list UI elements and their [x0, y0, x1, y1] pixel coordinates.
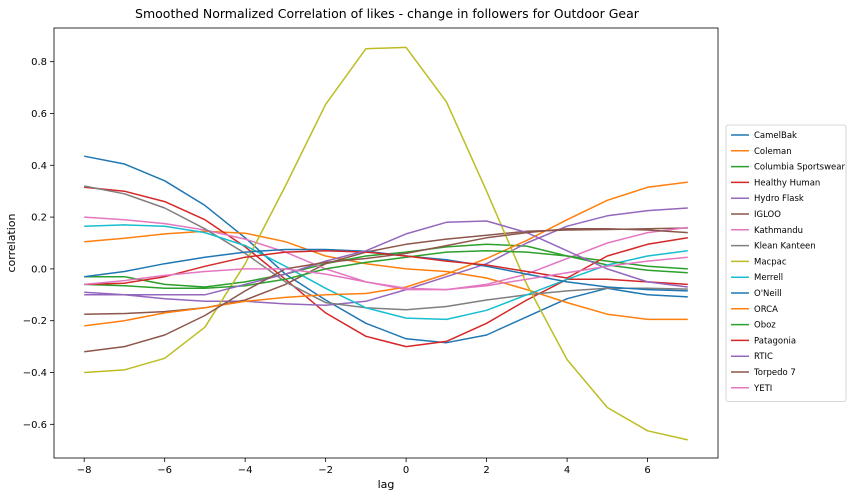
series-line-macpac [84, 46, 688, 441]
x-tick-label: 0 [403, 465, 409, 476]
legend-box [725, 124, 847, 403]
series-line-coleman [84, 230, 688, 321]
legend-label: IGLOO [754, 210, 781, 220]
legend-label: Healthy Human [754, 178, 820, 188]
legend-label: Kathmandu [754, 226, 803, 236]
legend-label: Patagonia [754, 336, 796, 346]
series-line-oboz [84, 250, 688, 290]
series-line-orca [84, 181, 688, 327]
x-axis: −8 −6 −4 −2 0 2 4 6 [77, 458, 651, 476]
series-line-yeti [84, 256, 688, 291]
x-tick-label: −8 [77, 465, 92, 476]
x-tick-label: −4 [238, 465, 253, 476]
legend-label: Klean Kanteen [754, 242, 816, 252]
legend-label: YETI [753, 384, 772, 394]
y-axis-label: correlation [5, 213, 18, 272]
y-tick-label: −0.6 [23, 420, 47, 431]
y-tick-label: 0.4 [31, 161, 47, 172]
legend-label: Coleman [754, 147, 792, 157]
x-axis-label: lag [378, 478, 395, 491]
legend-label: Oboz [754, 321, 776, 331]
series-line-healthy-human [84, 186, 688, 348]
series-line-patagonia [84, 237, 688, 286]
y-tick-label: −0.2 [23, 316, 47, 327]
legend-label: Torpedo 7 [753, 368, 796, 378]
y-axis: −0.6 −0.4 −0.2 0.0 0.2 0.4 0.6 0.8 [23, 57, 54, 431]
legend-label: Columbia Sportswear [754, 163, 845, 173]
legend-label: Macpac [754, 257, 787, 267]
legend-label: Merrell [754, 273, 783, 283]
legend-label: O'Neill [754, 289, 782, 299]
legend-label: CamelBak [754, 131, 797, 141]
x-tick-label: −6 [157, 465, 172, 476]
series-line-rtic [84, 220, 688, 296]
y-tick-label: 0.8 [31, 57, 47, 68]
legend-label: Hydro Flask [754, 194, 804, 204]
y-tick-label: 0.0 [31, 264, 47, 275]
x-tick-label: 6 [644, 465, 650, 476]
series-line-merrell [84, 224, 688, 321]
series-line-camelbak [84, 155, 688, 344]
legend: CamelBak Coleman Columbia Sportswear Health… [725, 124, 847, 403]
series-line-torpedo-7 [84, 228, 688, 353]
x-tick-label: 2 [483, 465, 489, 476]
x-tick-label: −2 [318, 465, 333, 476]
y-tick-label: −0.4 [23, 368, 47, 379]
y-tick-label: 0.6 [31, 109, 47, 120]
legend-label: ORCA [754, 305, 778, 315]
chart-title: Smoothed Normalized Correlation of likes… [135, 6, 640, 21]
series-line-klean-kanteen [84, 185, 688, 311]
y-tick-label: 0.2 [31, 213, 47, 224]
series-line-hydro-flask [84, 207, 688, 306]
legend-label: RTIC [754, 352, 773, 362]
x-tick-label: 4 [564, 465, 570, 476]
series-lines [84, 46, 688, 441]
